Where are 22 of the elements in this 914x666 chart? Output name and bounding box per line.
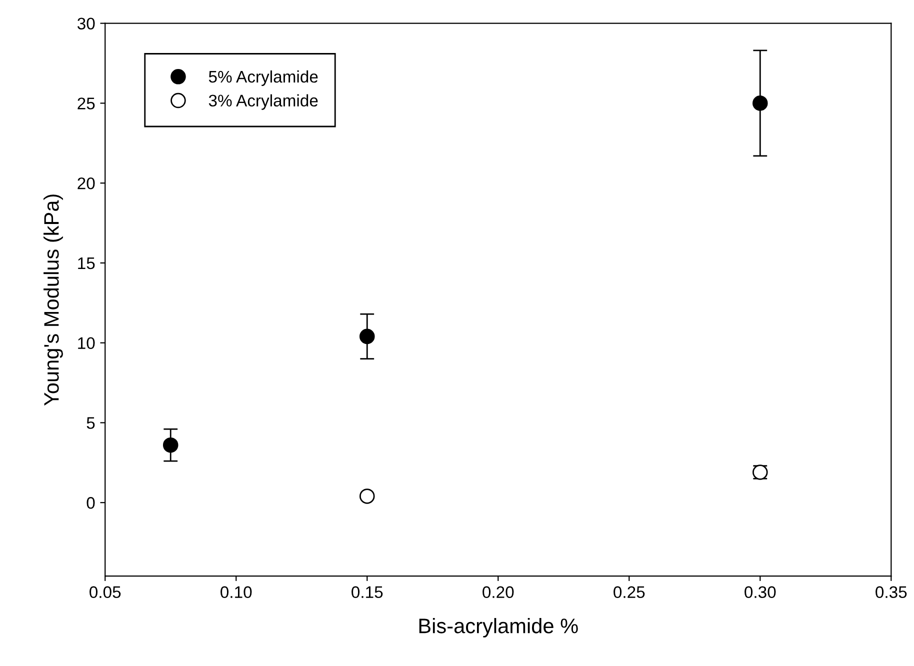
y-axis-title: Young's Modulus (kPa) [44,194,63,406]
x-tick-label: 0.10 [220,586,252,598]
x-tick-label: 0.20 [482,586,514,598]
y-tick-label: 30 [77,18,95,30]
y-tick-label: 15 [78,258,95,270]
point [359,488,375,504]
point [162,437,178,453]
point [359,328,375,344]
x-axis-title: Bis-acrylamide % [419,618,578,638]
y-tick-label: 10 [78,337,95,350]
legend-label: 3% Acrylamide [208,94,318,110]
y-tick-label: 0 [86,497,95,509]
y-tick-label: 25 [78,98,95,110]
x-tick-label: 0.35 [876,586,907,598]
x-tick-label: 0.15 [352,586,383,598]
x-tick-label: 0.30 [744,586,776,598]
x-tick-label: 0.05 [90,586,121,598]
point [752,96,768,111]
y-tick-label: 20 [78,177,95,190]
y-tick-label: 5 [86,417,95,429]
x-tick-label: 0.25 [614,586,645,598]
legend-label: 5% Acrylamide [208,70,318,86]
